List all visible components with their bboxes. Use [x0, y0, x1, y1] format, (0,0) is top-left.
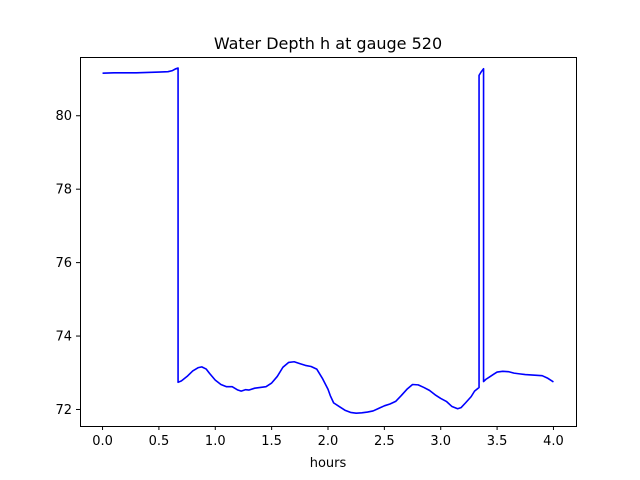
x-tick-label: 0.0: [92, 434, 113, 449]
x-tick-label: 2.0: [318, 434, 339, 449]
y-tick-label: 74: [55, 330, 72, 345]
x-axis-label: hours: [310, 456, 347, 471]
y-tick-label: 80: [55, 109, 72, 124]
x-tick-label: 3.0: [430, 434, 451, 449]
x-tick-label: 3.5: [487, 434, 508, 449]
y-axis: 72 74 76 78 80: [55, 109, 80, 418]
x-tick-label: 1.0: [205, 434, 226, 449]
x-tick-label: 2.5: [374, 434, 395, 449]
series-line-0: [102, 67, 554, 414]
x-tick-label: 4.0: [543, 434, 564, 449]
x-axis: 0.0 0.5 1.0 1.5 2.0 2.5 3.0 3.5 4.0: [92, 426, 564, 449]
chart-title: Water Depth h at gauge 520: [214, 34, 442, 53]
plot-area: [102, 67, 554, 414]
x-tick-label: 0.5: [149, 434, 170, 449]
axes-frame: [80, 57, 577, 427]
x-tick-label: 1.5: [261, 434, 282, 449]
y-tick-label: 76: [55, 256, 72, 271]
y-tick-label: 78: [55, 183, 72, 198]
y-tick-label: 72: [55, 403, 72, 418]
